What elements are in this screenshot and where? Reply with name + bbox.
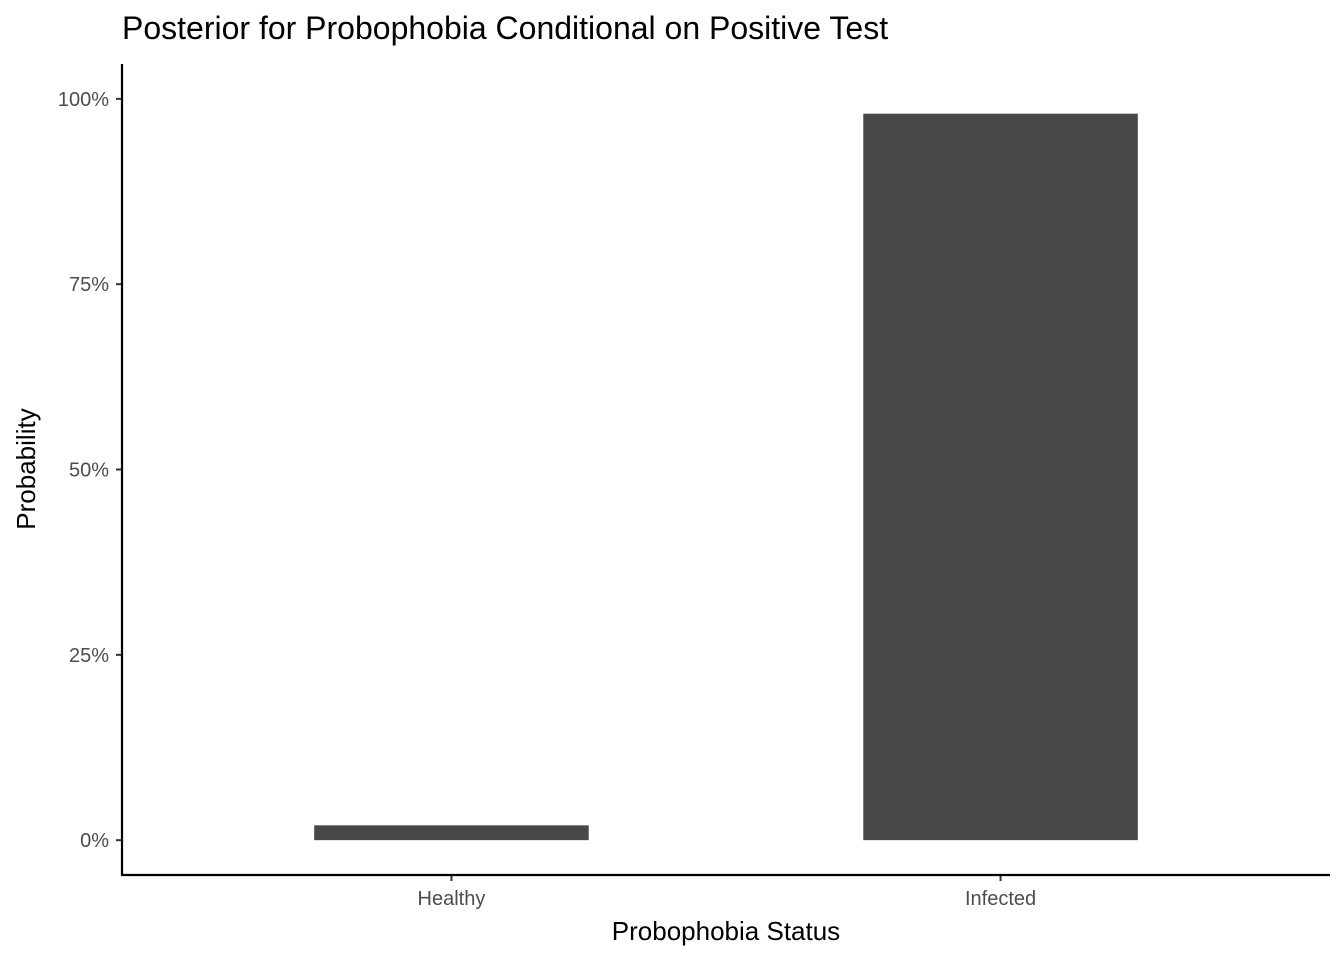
bar-infected [863, 113, 1138, 841]
y-tick-label: 75% [69, 274, 109, 296]
chart-title: Posterior for Probophobia Conditional on… [122, 10, 888, 46]
bars-group [314, 113, 1138, 841]
y-tick-label: 0% [80, 830, 109, 852]
x-axis-title: Probophobia Status [612, 916, 840, 946]
y-tick-label: 100% [58, 89, 109, 111]
x-axis-ticks: Healthy Infected [418, 875, 1036, 910]
y-tick-label: 25% [69, 645, 109, 667]
y-axis-ticks: 0% 25% 50% 75% 100% [58, 89, 122, 852]
x-tick-label: Infected [965, 888, 1036, 910]
bar-healthy [314, 825, 589, 841]
y-axis-title: Probability [11, 408, 41, 529]
x-tick-label: Healthy [418, 888, 486, 910]
y-tick-label: 50% [69, 460, 109, 482]
